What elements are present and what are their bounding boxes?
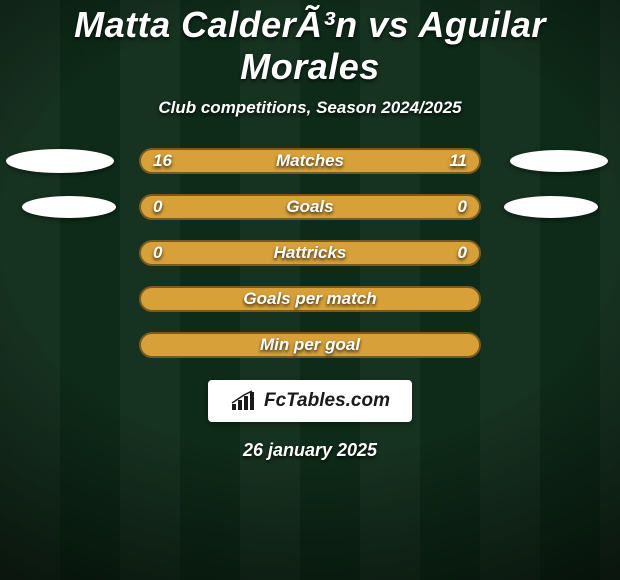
stat-bar: Goals 0 0 (139, 194, 481, 220)
stat-label: Goals (286, 197, 333, 217)
stat-value-left: 16 (153, 151, 172, 171)
stat-row: Matches 16 11 (0, 148, 620, 174)
stat-row: Goals per match (0, 286, 620, 312)
decorative-ellipse (6, 149, 114, 173)
stat-row: Min per goal (0, 332, 620, 358)
stat-label: Goals per match (243, 289, 376, 309)
subtitle: Club competitions, Season 2024/2025 (158, 98, 461, 118)
bar-chart-icon (230, 390, 256, 412)
stat-bar: Goals per match (139, 286, 481, 312)
stat-label: Min per goal (260, 335, 360, 355)
stat-bar: Min per goal (139, 332, 481, 358)
logo-box: FcTables.com (208, 380, 412, 422)
stat-row: Hattricks 0 0 (0, 240, 620, 266)
stat-value-right: 0 (458, 197, 467, 217)
decorative-ellipse (22, 196, 116, 218)
stat-value-left: 0 (153, 243, 162, 263)
content: Matta CalderÃ³n vs Aguilar Morales Club … (0, 0, 620, 461)
stat-rows: Matches 16 11 Goals 0 0 Hattricks 0 0 Goals per m… (0, 148, 620, 358)
stat-value-right: 11 (449, 151, 467, 171)
decorative-ellipse (504, 196, 598, 218)
logo-text: FcTables.com (264, 390, 390, 412)
stat-value-left: 0 (153, 197, 162, 217)
date: 26 january 2025 (243, 440, 377, 461)
stat-bar: Matches 16 11 (139, 148, 481, 174)
decorative-ellipse (510, 150, 608, 172)
stat-label: Matches (276, 151, 344, 171)
page-title: Matta CalderÃ³n vs Aguilar Morales (0, 4, 620, 88)
stat-bar: Hattricks 0 0 (139, 240, 481, 266)
stat-value-right: 0 (458, 243, 467, 263)
stat-label: Hattricks (274, 243, 347, 263)
stat-row: Goals 0 0 (0, 194, 620, 220)
